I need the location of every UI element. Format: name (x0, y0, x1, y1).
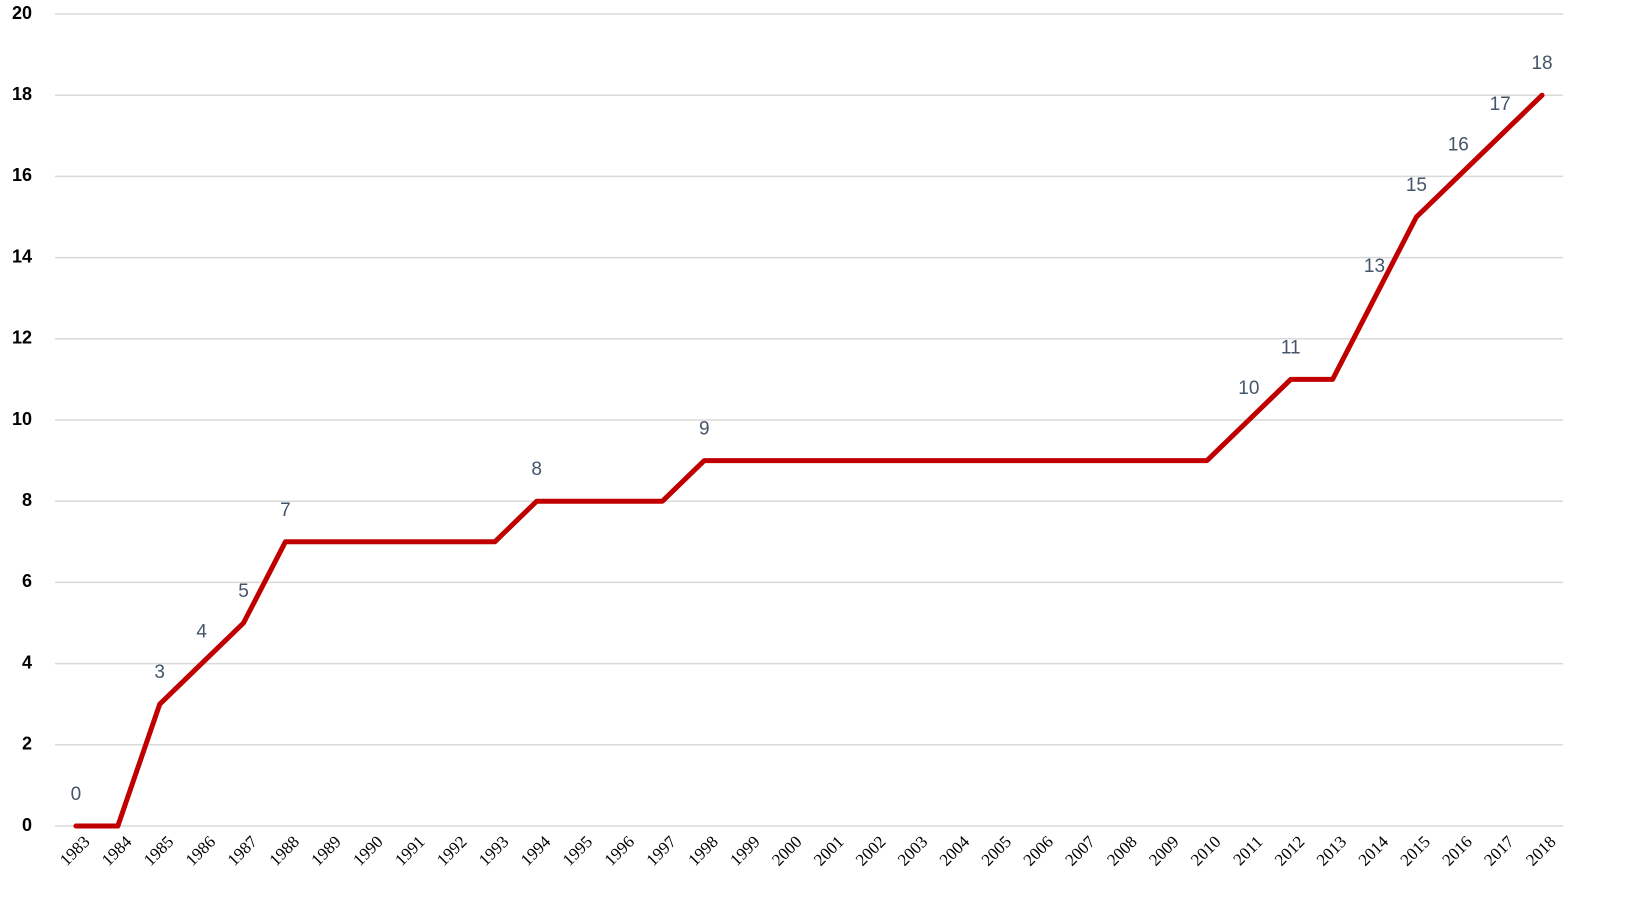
x-tick-label: 1988 (266, 832, 303, 869)
x-tick-label: 1987 (224, 832, 262, 870)
y-tick-label: 6 (22, 571, 32, 591)
data-label: 7 (280, 500, 291, 521)
data-label: 15 (1406, 175, 1427, 196)
y-tick-label: 16 (12, 165, 32, 185)
data-label: 13 (1364, 256, 1385, 277)
x-tick-label: 2012 (1271, 832, 1308, 869)
x-tick-label: 1998 (684, 832, 721, 869)
line (73, 92, 1545, 829)
x-tick-label: 2003 (894, 832, 931, 869)
data-label: 16 (1448, 134, 1469, 155)
data-label: 17 (1490, 94, 1511, 115)
x-tick-label: 2008 (1103, 832, 1140, 869)
x-tick-label: 1997 (643, 832, 681, 870)
y-tick-label: 8 (22, 490, 32, 510)
x-tick-label: 2015 (1397, 832, 1434, 869)
data-label: 10 (1238, 378, 1259, 399)
x-tick-label: 1985 (140, 832, 177, 869)
data-label: 8 (531, 459, 542, 480)
y-tick-label: 0 (22, 815, 32, 835)
x-tick-label: 2011 (1229, 832, 1266, 869)
x-tick-label: 2014 (1355, 832, 1393, 870)
x-tick-label: 1983 (56, 832, 93, 869)
data-label: 4 (196, 622, 207, 643)
data-label: 18 (1531, 53, 1552, 74)
x-tick-label: 2016 (1438, 832, 1475, 869)
x-tick-label: 1989 (307, 832, 344, 869)
x-tick-label: 1996 (601, 832, 638, 869)
x-tick-label: 1984 (98, 832, 136, 870)
x-tick-label: 2001 (810, 832, 847, 869)
x-tick-label: 1994 (517, 832, 555, 870)
x-tick-label: 1993 (475, 832, 512, 869)
x-tick-label: 1986 (182, 832, 219, 869)
x-tick-label: 2004 (936, 832, 974, 870)
y-tick-label: 10 (12, 409, 32, 429)
x-tick-label: 2017 (1480, 832, 1518, 870)
y-tick-label: 20 (12, 3, 32, 23)
x-tick-label: 2018 (1522, 832, 1559, 869)
data-label: 11 (1281, 337, 1301, 358)
x-tick-label: 2007 (1061, 832, 1099, 870)
x-tick-label: 2006 (1020, 832, 1057, 869)
y-tick-label: 12 (12, 328, 32, 348)
x-tick-label: 1995 (559, 832, 596, 869)
y-tick-label: 14 (12, 246, 32, 266)
x-tick-label: 1992 (433, 832, 470, 869)
y-tick-label: 2 (22, 734, 32, 754)
data-label: 3 (154, 662, 165, 683)
data-label: 5 (238, 581, 249, 602)
data-label: 0 (71, 784, 82, 805)
x-tick-label: 2009 (1145, 832, 1182, 869)
y-tick-label: 4 (22, 652, 32, 672)
x-tick-label: 2000 (768, 832, 805, 869)
x-tick-label: 2013 (1313, 832, 1350, 869)
y-tick-label: 18 (12, 84, 32, 104)
x-tick-label: 2005 (978, 832, 1015, 869)
x-tick-label: 2002 (852, 832, 889, 869)
x-tick-label: 1990 (349, 832, 386, 869)
x-tick-label: 1999 (726, 832, 763, 869)
x-tick-label: 1991 (391, 832, 428, 869)
data-label: 9 (699, 419, 710, 440)
x-tick-label: 2010 (1187, 832, 1224, 869)
